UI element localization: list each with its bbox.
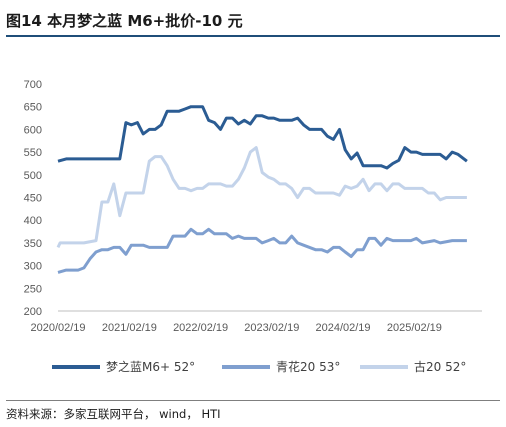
- legend-label: 青花20 53°: [276, 359, 340, 374]
- y-tick-label: 450: [24, 193, 42, 205]
- figure-title: 图14 本月梦之蓝 M6+批价-10 元: [6, 12, 243, 30]
- y-tick-label: 400: [24, 215, 42, 227]
- source-note: 资料来源：多家互联网平台， wind， HTI: [6, 407, 221, 421]
- x-tick-label: 2021/02/19: [102, 322, 157, 334]
- source-rule: [6, 400, 500, 401]
- x-tick-label: 2020/02/19: [30, 322, 85, 334]
- title-rule: [6, 35, 500, 37]
- y-tick-label: 700: [24, 79, 42, 91]
- series-line-1: [57, 227, 467, 274]
- line-chart: 200 250 300 350 400 450 500 550 600 650 700 2020/0…: [24, 79, 482, 374]
- y-tick-label: 300: [24, 261, 42, 273]
- x-axis: 2020/02/19 2021/02/19 2022/02/19 2023/02/19…: [30, 310, 482, 334]
- y-axis: 200 250 300 350 400 450 500 550 600 650 700: [24, 79, 42, 318]
- series-lines: [56, 105, 468, 274]
- y-tick-label: 350: [24, 238, 42, 250]
- y-tick-label: 650: [24, 102, 42, 114]
- y-tick-label: 200: [24, 306, 42, 318]
- y-tick-label: 550: [24, 147, 42, 159]
- x-tick-label: 2025/02/19: [387, 322, 442, 334]
- series-line-0: [57, 105, 468, 170]
- x-tick-label: 2024/02/19: [315, 322, 370, 334]
- series-line-2: [56, 146, 467, 249]
- y-tick-label: 500: [24, 170, 42, 182]
- x-tick-label: 2023/02/19: [244, 322, 299, 334]
- y-tick-label: 250: [24, 283, 42, 295]
- legend-label: 梦之蓝M6+ 52°: [106, 360, 195, 374]
- y-tick-label: 600: [24, 124, 42, 136]
- legend-label: 古20 52°: [414, 359, 466, 374]
- x-tick-label: 2022/02/19: [173, 322, 228, 334]
- legend: 梦之蓝M6+ 52° 青花20 53° 古20 52°: [52, 359, 466, 374]
